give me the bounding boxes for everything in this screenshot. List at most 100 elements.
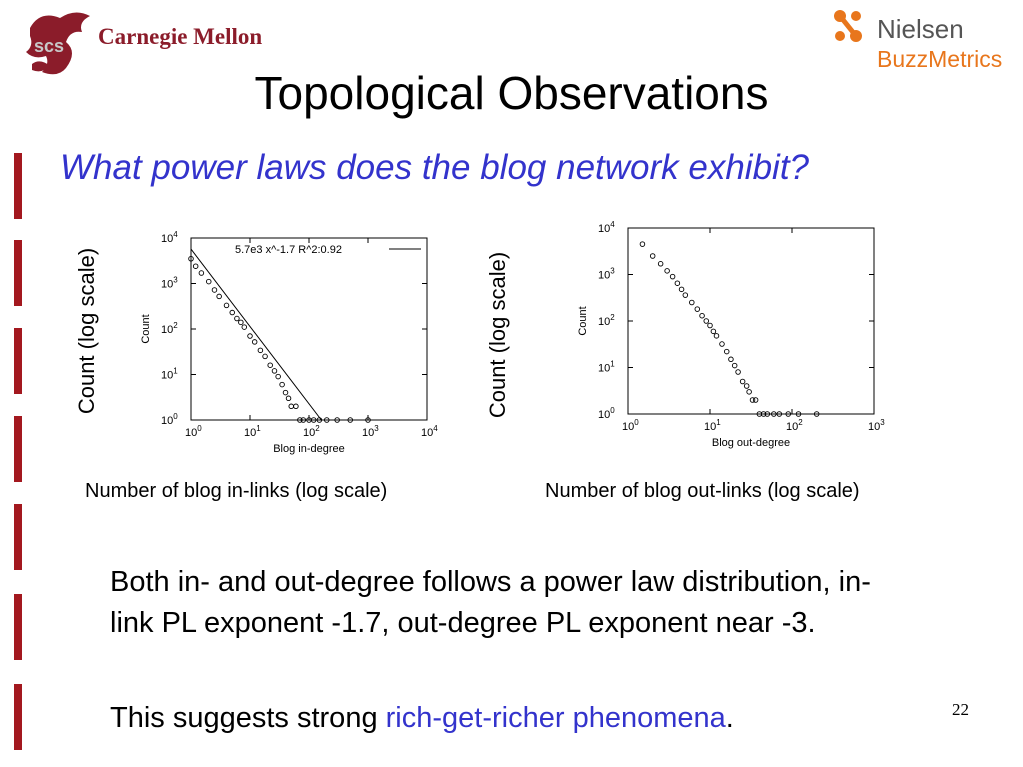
y-axis-label: Count xyxy=(140,314,152,343)
x-tick-label: 101 xyxy=(704,418,721,433)
data-point xyxy=(192,263,199,269)
body-conclusion: This suggests strong rich-get-richer phe… xyxy=(110,702,734,735)
carnegie-mellon-logo: scs xyxy=(20,8,270,80)
accent-bar xyxy=(14,504,22,570)
data-point xyxy=(247,333,253,339)
data-point xyxy=(689,299,695,306)
data-point xyxy=(316,417,323,423)
data-point xyxy=(694,306,701,312)
data-point xyxy=(669,273,676,280)
data-point xyxy=(749,397,756,403)
x-tick-label: 100 xyxy=(622,418,639,433)
data-point xyxy=(703,318,709,324)
data-point xyxy=(251,339,258,345)
y-tick-exponent: 1 xyxy=(610,360,615,369)
data-point xyxy=(719,341,725,347)
rich-get-richer-link[interactable]: rich-get-richer phenomena xyxy=(385,702,726,734)
x-tick-exponent: 4 xyxy=(433,424,438,433)
data-point xyxy=(735,369,741,375)
x-tick-label: 104 xyxy=(421,424,438,439)
data-point xyxy=(347,417,353,423)
data-point xyxy=(639,241,646,247)
data-point xyxy=(297,417,303,423)
y-tick-label: 101 xyxy=(598,360,615,375)
data-point xyxy=(813,411,820,417)
legend-entry: 5.7e3 x^-1.7 R^2:0.92 xyxy=(235,244,342,256)
x-tick-label: 102 xyxy=(303,424,320,439)
nielsen-mark-icon xyxy=(834,10,862,42)
data-point xyxy=(223,302,230,309)
data-point xyxy=(776,411,783,417)
data-point xyxy=(211,287,218,293)
y-tick-exponent: 0 xyxy=(610,406,615,415)
x-tick-label: 100 xyxy=(185,424,202,439)
conclusion-prefix: This suggests strong xyxy=(110,702,386,734)
x-axis-label: Blog out-degree xyxy=(712,437,790,449)
data-point xyxy=(229,309,235,316)
data-point xyxy=(760,411,767,417)
nielsen-logo xyxy=(832,8,1022,76)
data-point xyxy=(288,403,294,410)
data-point xyxy=(234,315,240,322)
power-law-fit-line xyxy=(190,248,322,421)
data-point xyxy=(238,319,244,326)
data-point xyxy=(216,293,222,300)
data-point xyxy=(649,253,656,259)
data-point xyxy=(743,383,750,389)
left-outer-ylabel: Count (log scale) xyxy=(74,247,99,415)
data-point xyxy=(657,261,664,267)
y-tick-exponent: 2 xyxy=(173,321,178,330)
x-tick-exponent: 0 xyxy=(634,418,639,427)
left-caption: Number of blog in-links (log scale) xyxy=(85,480,388,502)
x-tick-exponent: 3 xyxy=(880,418,885,427)
data-point xyxy=(731,362,738,369)
data-point xyxy=(728,356,734,363)
data-point xyxy=(764,411,771,417)
data-point xyxy=(710,328,717,335)
buzzmetrics-wordmark: BuzzMetrics xyxy=(877,46,1003,72)
accent-bar xyxy=(14,153,22,219)
y-tick-label: 103 xyxy=(598,267,615,282)
conclusion-suffix: . xyxy=(725,702,734,734)
data-point xyxy=(674,280,681,286)
data-point xyxy=(275,373,281,380)
y-axis-label: Count xyxy=(577,306,589,335)
y-tick-label: 100 xyxy=(161,412,178,427)
data-point xyxy=(713,333,720,339)
data-point xyxy=(707,322,713,329)
y-tick-label: 102 xyxy=(161,321,178,336)
data-point xyxy=(752,397,759,403)
data-point xyxy=(293,403,299,410)
data-point xyxy=(188,255,194,262)
data-point xyxy=(310,417,317,423)
accent-bar xyxy=(14,240,22,306)
data-point xyxy=(739,378,746,385)
plot-frame xyxy=(190,237,428,421)
y-tick-exponent: 4 xyxy=(610,220,615,229)
data-point xyxy=(785,411,791,417)
x-tick-exponent: 1 xyxy=(716,418,721,427)
y-tick-exponent: 1 xyxy=(173,367,178,376)
data-point xyxy=(699,312,705,319)
data-point xyxy=(664,268,670,274)
data-point xyxy=(723,348,730,355)
data-point xyxy=(206,278,212,285)
body-paragraph: Both in- and out-degree follows a power … xyxy=(110,566,871,639)
data-point xyxy=(771,411,777,417)
data-point xyxy=(324,417,330,423)
y-tick-label: 103 xyxy=(161,276,178,291)
y-tick-exponent: 4 xyxy=(173,230,178,239)
x-axis-label: Blog in-degree xyxy=(273,443,345,455)
y-tick-exponent: 3 xyxy=(173,276,178,285)
x-tick-label: 101 xyxy=(244,424,261,439)
x-tick-exponent: 0 xyxy=(197,424,202,433)
scs-mark: scs xyxy=(34,36,65,56)
data-point xyxy=(271,368,278,374)
slide-title: Topological Observations xyxy=(254,67,769,119)
slide-subtitle: What power laws does the blog network ex… xyxy=(60,148,810,187)
right-outer-ylabel: Count (log scale) xyxy=(485,251,510,419)
x-tick-label: 103 xyxy=(362,424,379,439)
data-point xyxy=(267,362,273,368)
